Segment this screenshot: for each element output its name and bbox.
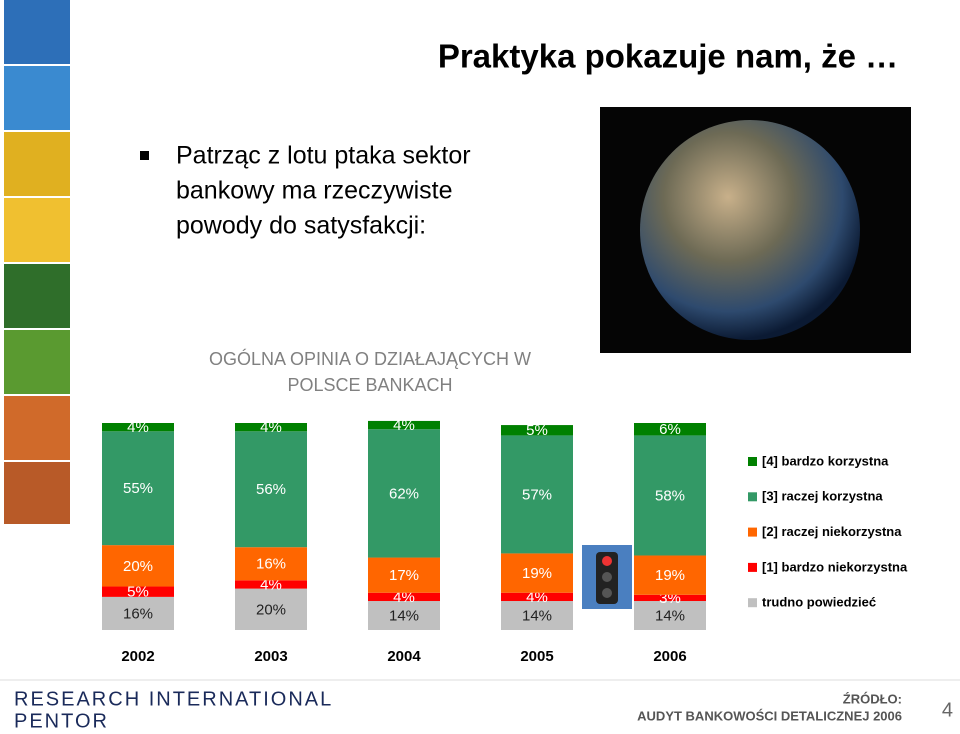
value-label: 19% (655, 567, 685, 584)
legend-label: [3] raczej korzystna (762, 489, 883, 504)
legend-label: [1] bardzo niekorzystna (762, 559, 908, 574)
bar-segment (368, 557, 440, 593)
value-label: 16% (123, 605, 153, 622)
legend-swatch (748, 562, 757, 572)
bar-segment (102, 431, 174, 546)
logo: PENTOR (14, 710, 109, 732)
earth-photo (600, 107, 911, 353)
bar-segment (235, 580, 307, 589)
logo: RESEARCH INTERNATIONAL (14, 688, 333, 710)
legend-label: [2] raczej niekorzystna (762, 524, 902, 539)
value-label: 20% (123, 558, 153, 575)
value-label: 4% (127, 419, 149, 436)
bar-segment (102, 423, 174, 432)
value-label: 56% (256, 481, 286, 498)
legend-label: trudno powiedzieć (762, 595, 876, 610)
x-tick-label: 2002 (121, 648, 154, 665)
value-label: 55% (123, 480, 153, 497)
value-label: 14% (655, 607, 685, 624)
value-label: 62% (389, 485, 419, 502)
bar-segment (634, 594, 706, 602)
side-strip (4, 0, 70, 524)
bar-segment (634, 435, 706, 556)
bar-segment (501, 553, 573, 593)
legend-label: [4] bardzo korzystna (762, 453, 889, 468)
bar-segment (501, 601, 573, 630)
value-label: 17% (389, 567, 419, 584)
bar-segment (368, 420, 440, 430)
bar-segment (368, 592, 440, 602)
bar-segment (501, 425, 573, 436)
bar-segment (368, 601, 440, 630)
chart-title: OGÓLNA OPINIA O DZIAŁAJĄCYCH W (209, 348, 531, 369)
value-label: 4% (260, 419, 282, 436)
bar-segment (634, 555, 706, 595)
bar-segment (235, 547, 307, 581)
page-number: 4 (942, 699, 953, 721)
source: AUDYT BANKOWOŚCI DETALICZNEJ 2006 (637, 708, 902, 723)
bullet-line: bankowy ma rzeczywiste (176, 177, 452, 205)
value-label: 14% (389, 607, 419, 624)
value-label: 4% (393, 417, 415, 434)
bar-segment (368, 429, 440, 558)
value-label: 16% (256, 556, 286, 573)
x-tick-label: 2004 (387, 648, 421, 665)
bar-segment (102, 545, 174, 587)
bullet-line: Patrząc z lotu ptaka sektor (176, 142, 471, 170)
chart-title: POLSCE BANKACH (287, 375, 452, 395)
legend-swatch (748, 527, 757, 537)
bar-segment (235, 423, 307, 432)
value-label: 14% (522, 607, 552, 624)
value-label: 19% (522, 565, 552, 582)
slide-title: Praktyka pokazuje nam, że … (438, 38, 898, 75)
value-label: 5% (526, 422, 548, 439)
source: ŹRÓDŁO: (843, 691, 902, 706)
value-label: 20% (256, 601, 286, 618)
value-label: 58% (655, 487, 685, 504)
bullet-mark (140, 151, 149, 160)
legend-swatch (748, 492, 757, 502)
bar-segment (501, 592, 573, 602)
legend-swatch (748, 598, 757, 608)
bar-segment (634, 423, 706, 436)
value-label: 6% (659, 421, 681, 438)
value-label: 4% (526, 589, 548, 606)
traffic-light (582, 545, 632, 609)
value-label: 4% (393, 589, 415, 606)
bar-segment (102, 586, 174, 597)
bar-segment (501, 435, 573, 554)
value-label: 5% (127, 584, 149, 601)
bar-segment (102, 596, 174, 630)
bullet-line: powody do satysfakcji: (176, 212, 426, 240)
x-tick-label: 2006 (653, 648, 686, 665)
bar-segment (235, 431, 307, 548)
value-label: 4% (260, 576, 282, 593)
x-tick-label: 2003 (254, 648, 287, 665)
bar-segment (634, 601, 706, 630)
value-label: 57% (522, 486, 552, 503)
x-tick-label: 2005 (520, 648, 553, 665)
legend-swatch (748, 457, 757, 466)
bar-segment (235, 588, 307, 630)
